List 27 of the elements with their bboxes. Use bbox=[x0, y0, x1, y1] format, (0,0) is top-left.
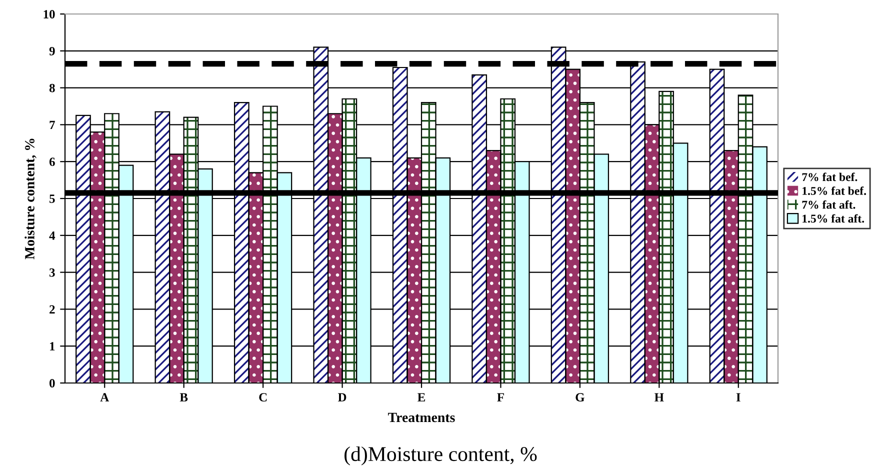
y-tick-label: 1 bbox=[50, 342, 55, 350]
y-tick-label: 4 bbox=[49, 232, 56, 240]
y-axis-title: Moisture content, % bbox=[24, 138, 36, 260]
y-tick-label: 6 bbox=[49, 158, 55, 166]
y-tick-label: 7 bbox=[50, 120, 55, 130]
legend-label: 1.5% fat aft. bbox=[802, 214, 864, 223]
x-tick-label: C bbox=[259, 393, 267, 402]
x-tick-label: E bbox=[418, 393, 426, 402]
y-tick-label: 10 bbox=[44, 10, 55, 18]
text: (d)Moisture content, % bbox=[344, 446, 537, 466]
legend-label: 1.5% fat bef. bbox=[802, 186, 866, 195]
legend-label: 7% fat aft. bbox=[802, 200, 856, 209]
x-tick-label: F bbox=[497, 393, 504, 402]
x-tick-label: G bbox=[576, 393, 584, 402]
y-tick-label: 5 bbox=[50, 194, 55, 203]
x-tick-label: D bbox=[338, 393, 346, 402]
y-tick-label: 0 bbox=[50, 379, 55, 388]
y-tick-label: 9 bbox=[49, 46, 55, 56]
y-tick-label: 3 bbox=[50, 268, 55, 277]
x-axis-title: Treatments bbox=[388, 412, 455, 422]
legend-label: 7% fat bef. bbox=[802, 172, 858, 182]
x-tick-label: I bbox=[736, 393, 740, 402]
y-tick-label: 8 bbox=[49, 84, 55, 92]
y-tick-label: 2 bbox=[50, 305, 55, 314]
x-tick-label: B bbox=[180, 393, 188, 402]
x-tick-label: A bbox=[100, 393, 110, 402]
x-tick-label: H bbox=[654, 393, 664, 402]
